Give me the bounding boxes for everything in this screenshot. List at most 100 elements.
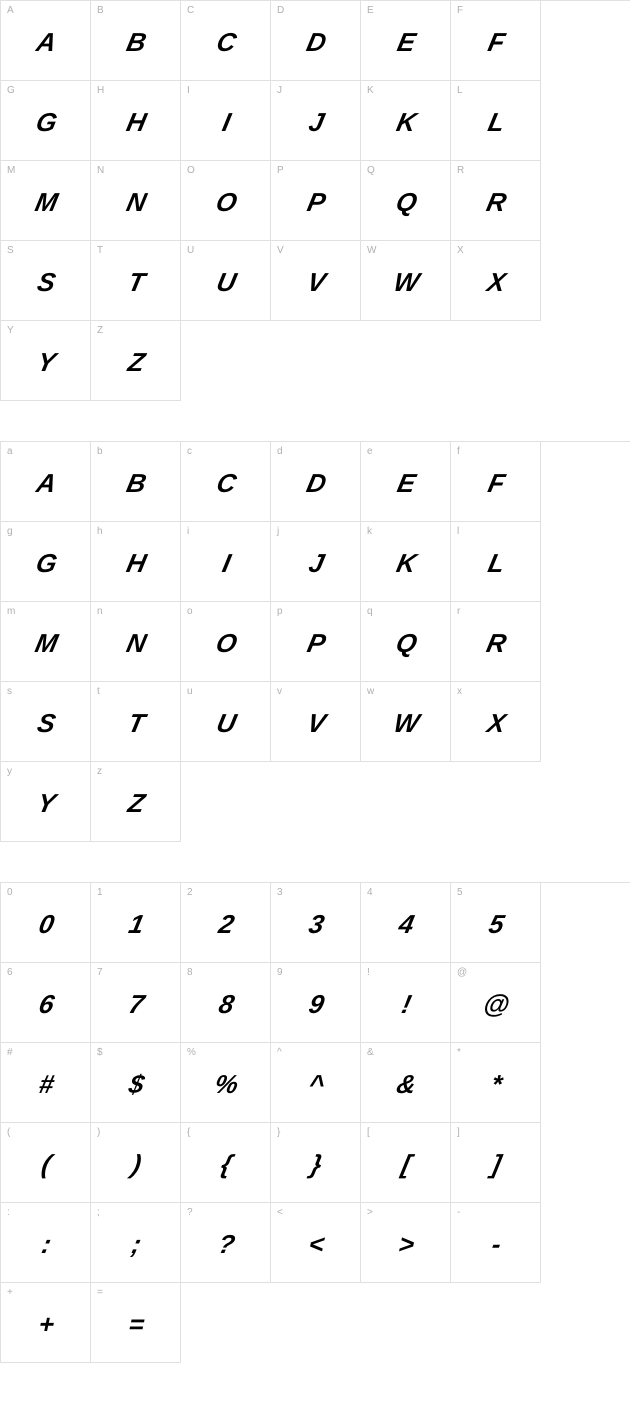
cell-label: 8 bbox=[187, 967, 193, 978]
glyph-cell: hH bbox=[91, 522, 181, 602]
cell-glyph: 9 bbox=[305, 989, 325, 1020]
cell-label: R bbox=[457, 165, 464, 176]
cell-label: u bbox=[187, 686, 193, 697]
cell-glyph: O bbox=[213, 187, 239, 218]
glyph-cell: WW bbox=[361, 241, 451, 321]
cell-glyph: R bbox=[483, 187, 507, 218]
cell-glyph: B bbox=[123, 468, 147, 499]
cell-label: b bbox=[97, 446, 103, 457]
cell-label: % bbox=[187, 1047, 196, 1058]
cell-glyph: S bbox=[34, 267, 57, 298]
cell-label: f bbox=[457, 446, 460, 457]
glyph-cell: 88 bbox=[181, 963, 271, 1043]
glyph-cell: ;; bbox=[91, 1203, 181, 1283]
cell-glyph: [ bbox=[398, 1149, 412, 1180]
cell-label: I bbox=[187, 85, 190, 96]
cell-label: Y bbox=[7, 325, 14, 336]
cell-glyph: 6 bbox=[35, 989, 55, 1020]
glyph-cell: -- bbox=[451, 1203, 541, 1283]
cell-glyph: P bbox=[304, 628, 327, 659]
cell-glyph: ] bbox=[488, 1149, 502, 1180]
glyph-cell: BB bbox=[91, 1, 181, 81]
cell-label: D bbox=[277, 5, 284, 16]
glyph-cell: mM bbox=[1, 602, 91, 682]
cell-label: 2 bbox=[187, 887, 193, 898]
cell-label: * bbox=[457, 1047, 461, 1058]
cell-glyph: U bbox=[213, 267, 237, 298]
cell-glyph: K bbox=[393, 548, 417, 579]
glyph-cell: uU bbox=[181, 682, 271, 762]
cell-label: ] bbox=[457, 1127, 460, 1138]
cell-glyph: L bbox=[485, 107, 506, 138]
cell-glyph: 8 bbox=[215, 989, 235, 1020]
glyph-cell: 55 bbox=[451, 883, 541, 963]
cell-label: N bbox=[97, 165, 104, 176]
cell-glyph: E bbox=[394, 468, 417, 499]
glyph-cell: MM bbox=[1, 161, 91, 241]
cell-label: ( bbox=[7, 1127, 10, 1138]
cell-label: 7 bbox=[97, 967, 103, 978]
cell-glyph: : bbox=[38, 1229, 52, 1260]
cell-glyph: N bbox=[123, 628, 147, 659]
cell-label: O bbox=[187, 165, 195, 176]
cell-glyph: F bbox=[485, 27, 506, 58]
glyph-cell: ZZ bbox=[91, 321, 181, 401]
cell-label: Q bbox=[367, 165, 375, 176]
glyph-cell: JJ bbox=[271, 81, 361, 161]
glyph-cell: && bbox=[361, 1043, 451, 1123]
cell-label: 0 bbox=[7, 887, 13, 898]
cell-glyph: W bbox=[390, 708, 420, 739]
glyph-cell: VV bbox=[271, 241, 361, 321]
glyph-cell: rR bbox=[451, 602, 541, 682]
glyph-cell: II bbox=[181, 81, 271, 161]
cell-glyph: K bbox=[393, 107, 417, 138]
cell-label: # bbox=[7, 1047, 13, 1058]
cell-glyph: J bbox=[305, 107, 325, 138]
cell-label: K bbox=[367, 85, 374, 96]
cell-glyph: ? bbox=[215, 1229, 236, 1260]
cell-label: i bbox=[187, 526, 189, 537]
glyph-cell: ** bbox=[451, 1043, 541, 1123]
cell-label: + bbox=[7, 1287, 13, 1298]
cell-label: S bbox=[7, 245, 14, 256]
glyph-cell: $$ bbox=[91, 1043, 181, 1123]
cell-label: 1 bbox=[97, 887, 103, 898]
glyph-cell: XX bbox=[451, 241, 541, 321]
glyph-cell: 44 bbox=[361, 883, 451, 963]
glyph-cell: cC bbox=[181, 442, 271, 522]
cell-glyph: G bbox=[33, 548, 59, 579]
glyph-cell: YY bbox=[1, 321, 91, 401]
cell-label: r bbox=[457, 606, 460, 617]
glyph-cell: OO bbox=[181, 161, 271, 241]
glyph-cell: %% bbox=[181, 1043, 271, 1123]
cell-glyph: H bbox=[123, 107, 147, 138]
cell-glyph: S bbox=[34, 708, 57, 739]
cell-glyph: F bbox=[485, 468, 506, 499]
glyph-cell: << bbox=[271, 1203, 361, 1283]
section-uppercase: AABBCCDDEEFFGGHHIIJJKKLLMMNNOOPPQQRRSSTT… bbox=[0, 0, 640, 401]
cell-label: E bbox=[367, 5, 374, 16]
cell-label: d bbox=[277, 446, 283, 457]
cell-label: q bbox=[367, 606, 373, 617]
cell-glyph: ! bbox=[398, 989, 412, 1020]
character-map: AABBCCDDEEFFGGHHIIJJKKLLMMNNOOPPQQRRSSTT… bbox=[0, 0, 640, 1363]
cell-glyph: @ bbox=[480, 989, 511, 1020]
cell-label: t bbox=[97, 686, 100, 697]
cell-glyph: - bbox=[488, 1229, 502, 1260]
cell-glyph: B bbox=[123, 27, 147, 58]
cell-glyph: X bbox=[484, 267, 507, 298]
cell-label: n bbox=[97, 606, 103, 617]
cell-label: F bbox=[457, 5, 463, 16]
glyph-cell: NN bbox=[91, 161, 181, 241]
glyph-cell: >> bbox=[361, 1203, 451, 1283]
glyph-cell: SS bbox=[1, 241, 91, 321]
glyph-cell: aA bbox=[1, 442, 91, 522]
cell-label: M bbox=[7, 165, 15, 176]
glyph-cell: }} bbox=[271, 1123, 361, 1203]
cell-label: h bbox=[97, 526, 103, 537]
glyph-cell: vV bbox=[271, 682, 361, 762]
cell-glyph: 5 bbox=[485, 909, 505, 940]
cell-label: Z bbox=[97, 325, 103, 336]
cell-glyph: I bbox=[219, 107, 232, 138]
glyph-cell: gG bbox=[1, 522, 91, 602]
